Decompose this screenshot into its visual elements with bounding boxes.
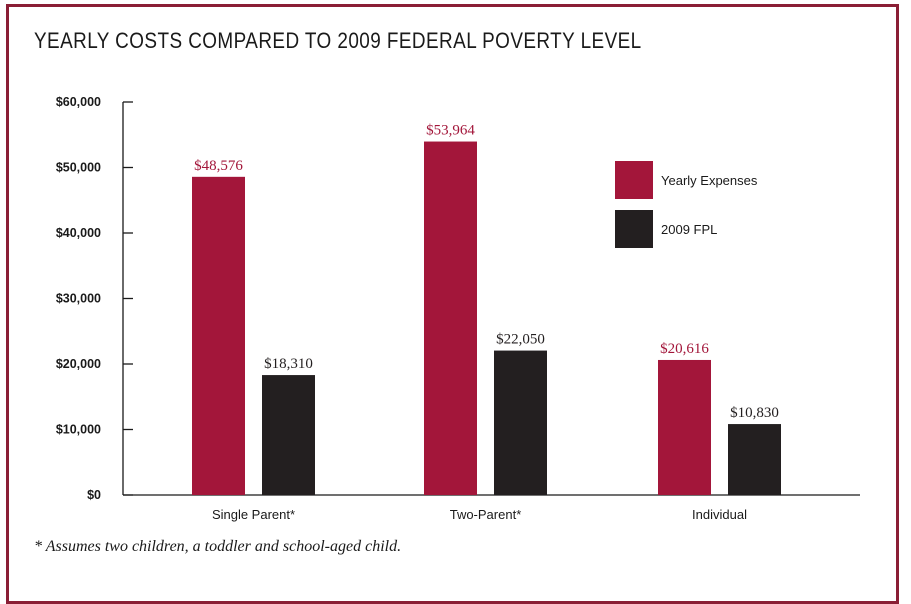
y-tick-label: $60,000	[56, 95, 101, 109]
category-label: Individual	[692, 507, 747, 522]
bar-chart: $0 $10,000 $20,000 $30,000 $40,000 $50,000 $60…	[56, 95, 860, 522]
y-tick-label: $20,000	[56, 357, 101, 371]
legend-swatch	[615, 210, 653, 248]
bar-2009-fpl	[494, 350, 547, 495]
bar-2009-fpl	[728, 424, 781, 495]
legend-label: 2009 FPL	[661, 222, 717, 237]
data-label: $48,576	[194, 158, 243, 174]
category-label: Single Parent*	[212, 507, 295, 522]
legend-label: Yearly Expenses	[661, 173, 758, 188]
y-tick-label: $10,000	[56, 423, 101, 437]
category-label: Two-Parent*	[450, 507, 522, 522]
y-tick-label: $30,000	[56, 292, 101, 306]
bar-yearly-expenses	[424, 141, 477, 495]
bar-yearly-expenses	[658, 359, 711, 495]
y-tick-label: $50,000	[56, 161, 101, 175]
data-label: $53,964	[426, 123, 475, 139]
data-label: $20,616	[660, 341, 709, 357]
data-label: $22,050	[496, 332, 545, 348]
footnote: * Assumes two children, a toddler and sc…	[34, 538, 402, 555]
data-label: $10,830	[730, 405, 779, 421]
bar-2009-fpl	[262, 375, 315, 495]
data-label: $18,310	[264, 356, 313, 372]
legend-swatch	[615, 161, 653, 199]
bar-yearly-expenses	[192, 176, 245, 495]
chart-title: YEARLY COSTS COMPARED TO 2009 FEDERAL PO…	[34, 28, 642, 53]
y-tick-label: $40,000	[56, 226, 101, 240]
y-tick-label: $0	[87, 488, 101, 502]
